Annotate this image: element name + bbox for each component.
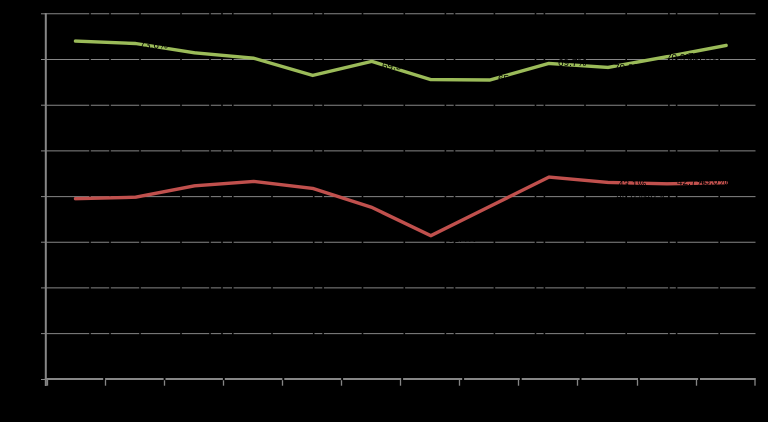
svg-text:69.7%: 69.7% [558, 58, 586, 69]
svg-text:31.4%: 31.4% [448, 234, 476, 245]
svg-text:70.0%: 70.0% [614, 63, 642, 74]
svg-text:73.6%: 73.6% [140, 40, 168, 51]
svg-text:65.4%: 65.4% [498, 74, 526, 85]
svg-text:42.7%: 42.7% [677, 177, 705, 188]
svg-text:43.0%: 43.0% [699, 176, 727, 187]
svg-text:70.9%: 70.9% [666, 53, 694, 64]
svg-text:43.1%: 43.1% [618, 180, 646, 191]
svg-text:69.5%: 69.5% [382, 62, 410, 73]
svg-text:70.4%: 70.4% [688, 52, 716, 63]
svg-text:40.0%40.9: 40.0%40.9 [617, 191, 665, 202]
